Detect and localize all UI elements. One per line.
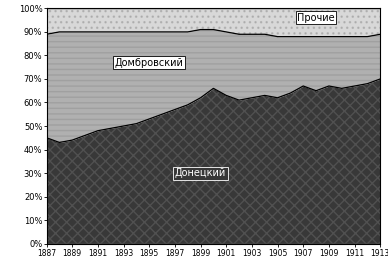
- Text: Донецкий: Донецкий: [175, 168, 226, 178]
- Text: Прочие: Прочие: [297, 13, 335, 23]
- Text: Домбровский: Домбровский: [115, 57, 184, 67]
